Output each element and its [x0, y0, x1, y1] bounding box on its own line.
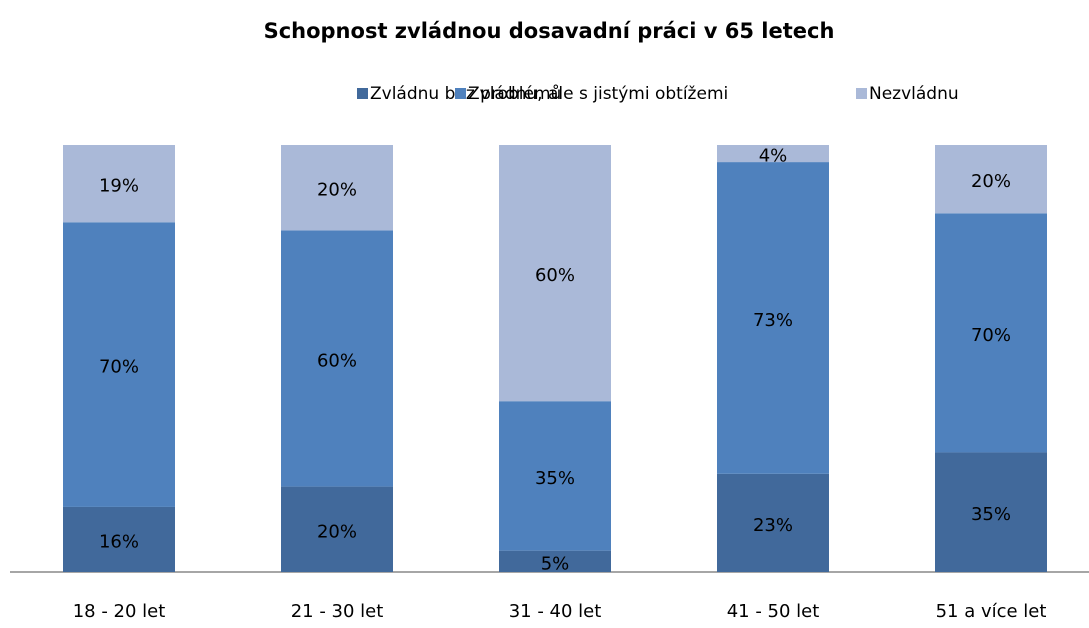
data-label: 73%: [753, 310, 793, 331]
data-label: 5%: [541, 553, 570, 574]
data-label: 70%: [99, 357, 139, 378]
bar-segment: [499, 145, 611, 402]
data-label: 4%: [759, 146, 788, 167]
x-tick-label: 21 - 30 let: [291, 601, 384, 622]
data-label: 60%: [317, 351, 357, 372]
data-label: 70%: [971, 325, 1011, 346]
bar-segment: [63, 222, 175, 507]
data-label: 35%: [535, 468, 575, 489]
x-tick-label: 18 - 20 let: [73, 601, 166, 622]
bar-segment: [499, 550, 611, 572]
data-label: 35%: [971, 504, 1011, 525]
bar-segment: [935, 213, 1047, 453]
data-label: 60%: [535, 265, 575, 286]
legend-swatch: [357, 88, 368, 99]
legend-swatch: [455, 88, 466, 99]
bar-segment: [281, 145, 393, 231]
bar-segment: [499, 401, 611, 551]
bar-segment: [935, 145, 1047, 214]
data-label: 16%: [99, 531, 139, 552]
x-tick-label: 51 a více let: [936, 601, 1047, 622]
legend-label: Zvládnu, ale s jistými obtížemi: [468, 84, 728, 104]
bar-segment: [63, 145, 175, 223]
legend-label: Nezvládnu: [869, 84, 959, 104]
data-label: 20%: [317, 180, 357, 201]
x-tick-label: 31 - 40 let: [509, 601, 602, 622]
bar-segment: [281, 230, 393, 487]
bar-segment: [281, 486, 393, 572]
legend-swatch: [856, 88, 867, 99]
data-label: 20%: [317, 521, 357, 542]
data-label: 23%: [753, 515, 793, 536]
bar-segment: [63, 506, 175, 572]
bar-segment: [717, 162, 829, 474]
chart-title: Schopnost zvládnou dosavadní práci v 65 …: [264, 19, 835, 43]
bar-segment: [935, 452, 1047, 572]
bar-segment: [717, 473, 829, 572]
bar-segment: [717, 145, 829, 163]
x-tick-label: 41 - 50 let: [727, 601, 820, 622]
data-label: 20%: [971, 171, 1011, 192]
data-label: 19%: [99, 176, 139, 197]
